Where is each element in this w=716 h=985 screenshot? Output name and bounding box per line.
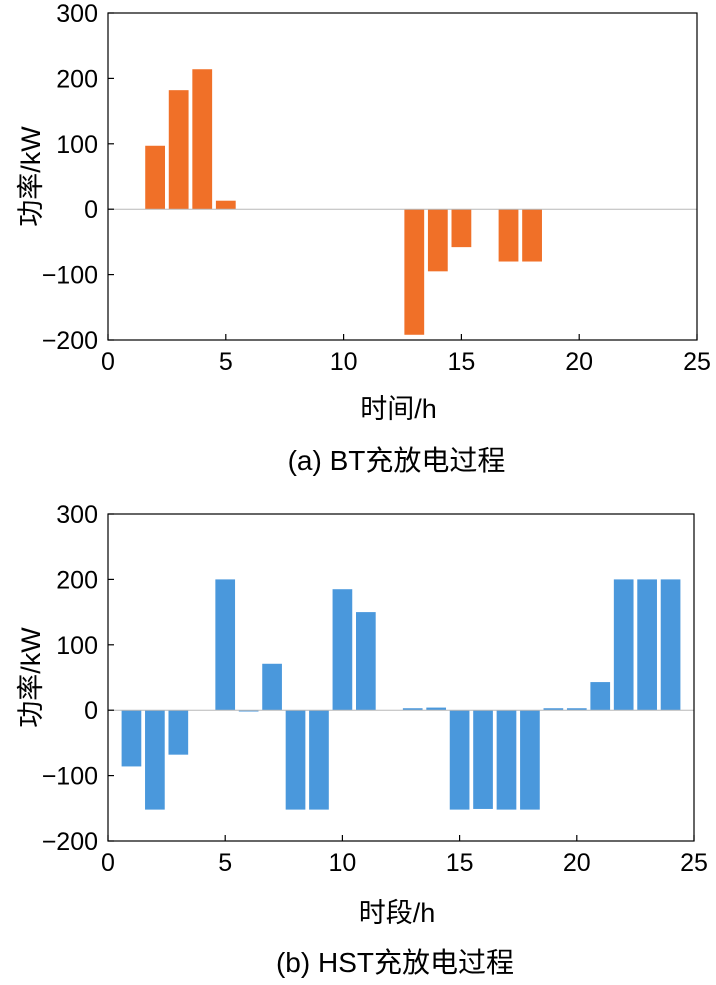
bar (192, 69, 213, 210)
bar (168, 90, 189, 210)
bar (496, 710, 517, 810)
y-tick-label: −200 (42, 828, 98, 856)
x-tick-label: 25 (683, 348, 711, 376)
x-tick-label: 15 (447, 348, 475, 376)
y-axis-label: 功率/kW (16, 126, 46, 227)
y-tick-label: 200 (56, 65, 98, 93)
bar (427, 209, 448, 272)
x-tick-label: 15 (446, 849, 474, 877)
bar (590, 682, 611, 711)
chart-caption: (a) BT充放电过程 (288, 445, 506, 476)
bar (309, 710, 329, 810)
x-tick-label: 5 (218, 849, 232, 877)
y-tick-label: 300 (56, 501, 98, 529)
bar (449, 710, 470, 810)
plot-frame (107, 12, 698, 341)
x-tick-label: 10 (330, 348, 358, 376)
bar (660, 579, 681, 711)
y-tick-label: 100 (56, 632, 98, 660)
x-axis-label: 时间/h (360, 394, 437, 424)
y-tick-label: −100 (42, 262, 98, 290)
y-tick-label: −100 (42, 763, 98, 791)
y-tick-label: 0 (84, 697, 98, 725)
bar (332, 589, 353, 711)
y-tick-label: 200 (56, 566, 98, 594)
bar (543, 708, 564, 711)
bar (404, 209, 425, 335)
bar (498, 209, 519, 262)
y-tick-label: 0 (84, 196, 98, 224)
x-tick-label: 25 (680, 849, 708, 877)
bar (520, 710, 540, 810)
bar (522, 209, 542, 262)
bar (285, 710, 306, 810)
bar (145, 710, 165, 810)
x-axis-label: 时段/h (359, 898, 436, 928)
bar (238, 710, 259, 712)
bar (637, 579, 657, 711)
x-tick-label: 0 (101, 849, 115, 877)
bar (215, 200, 236, 210)
x-tick-label: 20 (565, 348, 593, 376)
x-tick-label: 20 (563, 849, 591, 877)
y-tick-label: −200 (42, 327, 98, 355)
bar (356, 612, 376, 711)
bar (426, 707, 447, 711)
bar (613, 579, 634, 711)
bar (121, 710, 142, 767)
plot-frame (107, 513, 695, 842)
x-tick-label: 0 (101, 348, 115, 376)
y-tick-label: 100 (56, 131, 98, 159)
bar (215, 579, 236, 711)
bar (402, 708, 423, 711)
x-tick-label: 5 (219, 348, 233, 376)
y-axis-label: 功率/kW (16, 627, 46, 728)
x-tick-label: 10 (328, 849, 356, 877)
bar (262, 663, 282, 711)
y-tick-label: 300 (56, 0, 98, 28)
bar (566, 708, 587, 711)
bar (168, 710, 189, 755)
bar (473, 710, 493, 809)
bar (451, 209, 472, 248)
chart-caption: (b) HST充放电过程 (276, 947, 514, 978)
bar (145, 145, 166, 210)
